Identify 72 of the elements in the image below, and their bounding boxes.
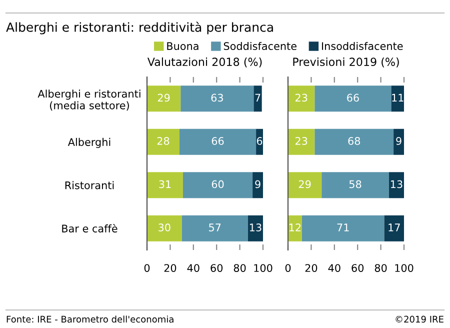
text: ©2019 IRE [396, 316, 444, 323]
bar [314, 86, 392, 112]
data-label: 23 [295, 137, 308, 145]
chart-title: Alberghi e ristoranti: redditività per branca [6, 22, 273, 34]
bar [288, 172, 322, 198]
bar [288, 86, 315, 112]
data-label: 7 [255, 94, 260, 102]
bar [252, 172, 263, 198]
x-tick-label: 80 [374, 264, 387, 272]
data-label: 11 [392, 94, 404, 102]
x-tick-label: 60 [210, 264, 223, 272]
data-label: 29 [158, 94, 170, 102]
x-tick-label: 100 [395, 264, 414, 272]
chart-subtitle: Previsioni 2019 (%) [293, 57, 399, 68]
data-label: 66 [212, 137, 224, 145]
data-label: 66 [347, 94, 359, 102]
bar [179, 128, 256, 155]
legend-label: Soddisfacente [224, 42, 296, 50]
bar [388, 172, 404, 198]
data-label: 28 [157, 137, 170, 145]
y-tick-label: Alberghi e ristoranti (media settore) [38, 90, 140, 111]
bar [248, 215, 263, 242]
bar [288, 215, 302, 242]
y-tick-label: Alberghi [68, 138, 110, 148]
y-tick-label: Ristoranti [65, 181, 114, 190]
data-label: 6 [256, 137, 262, 145]
legend-label: Buona [167, 42, 198, 50]
bar [322, 172, 389, 198]
data-label: 13 [390, 180, 402, 188]
x-tick-label: 20 [305, 264, 318, 272]
x-tick-label: 40 [187, 264, 200, 272]
data-label: 30 [158, 224, 170, 232]
bar [147, 215, 182, 242]
bar [302, 215, 384, 242]
x-tick-label: 60 [352, 264, 364, 272]
x-tick-label: 40 [328, 264, 340, 272]
data-label: 9 [255, 180, 260, 188]
data-label: 9 [396, 137, 402, 145]
data-label: 31 [159, 180, 171, 188]
x-tick-label: 0 [285, 264, 291, 272]
bar [180, 86, 254, 112]
bar [147, 86, 181, 112]
bar [182, 215, 248, 242]
legend-label: Insoddisfacente [322, 42, 403, 50]
data-label: 29 [298, 180, 311, 188]
x-tick-label: 20 [164, 264, 176, 272]
data-label: 68 [348, 137, 360, 145]
data-label: 63 [211, 94, 223, 102]
bar [394, 128, 404, 155]
bar [288, 128, 315, 155]
bar [314, 128, 394, 155]
data-label: 13 [250, 224, 262, 232]
bar [147, 128, 180, 155]
chart-subtitle: Valutazioni 2018 (%) [147, 57, 262, 68]
bar [256, 128, 263, 155]
source-note: Fonte: IRE - Barometro dell'economia [6, 316, 174, 323]
bar [391, 86, 404, 112]
x-tick-label: 80 [234, 264, 246, 272]
data-label: 71 [337, 224, 349, 232]
bar [384, 215, 404, 242]
data-label: 12 [289, 224, 301, 232]
data-label: 17 [388, 224, 400, 232]
data-label: 58 [349, 180, 362, 188]
bar [182, 172, 253, 198]
bar [254, 86, 262, 112]
data-label: 57 [209, 224, 221, 232]
data-label: 60 [212, 180, 224, 188]
bar [147, 172, 183, 198]
x-tick-label: 100 [254, 264, 272, 272]
data-label: 23 [295, 94, 308, 102]
x-tick-label: 0 [144, 264, 150, 272]
y-tick-label: Bar e caffè [62, 224, 118, 232]
